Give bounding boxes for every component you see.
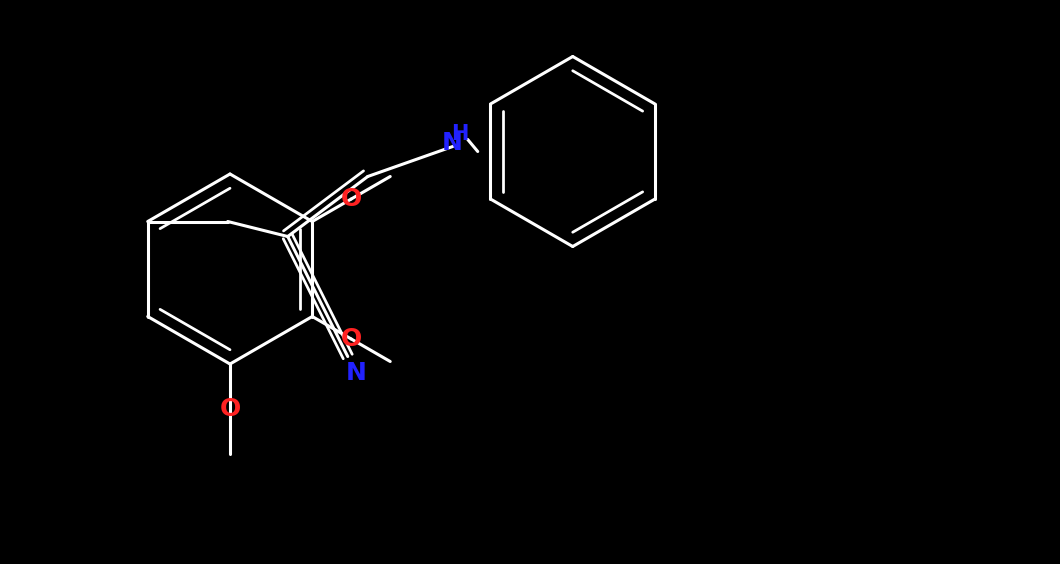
Text: N: N [346, 360, 366, 385]
Text: H: H [452, 124, 469, 143]
Text: O: O [340, 327, 361, 351]
Text: O: O [340, 187, 361, 211]
Text: N: N [441, 131, 462, 156]
Text: O: O [219, 397, 241, 421]
